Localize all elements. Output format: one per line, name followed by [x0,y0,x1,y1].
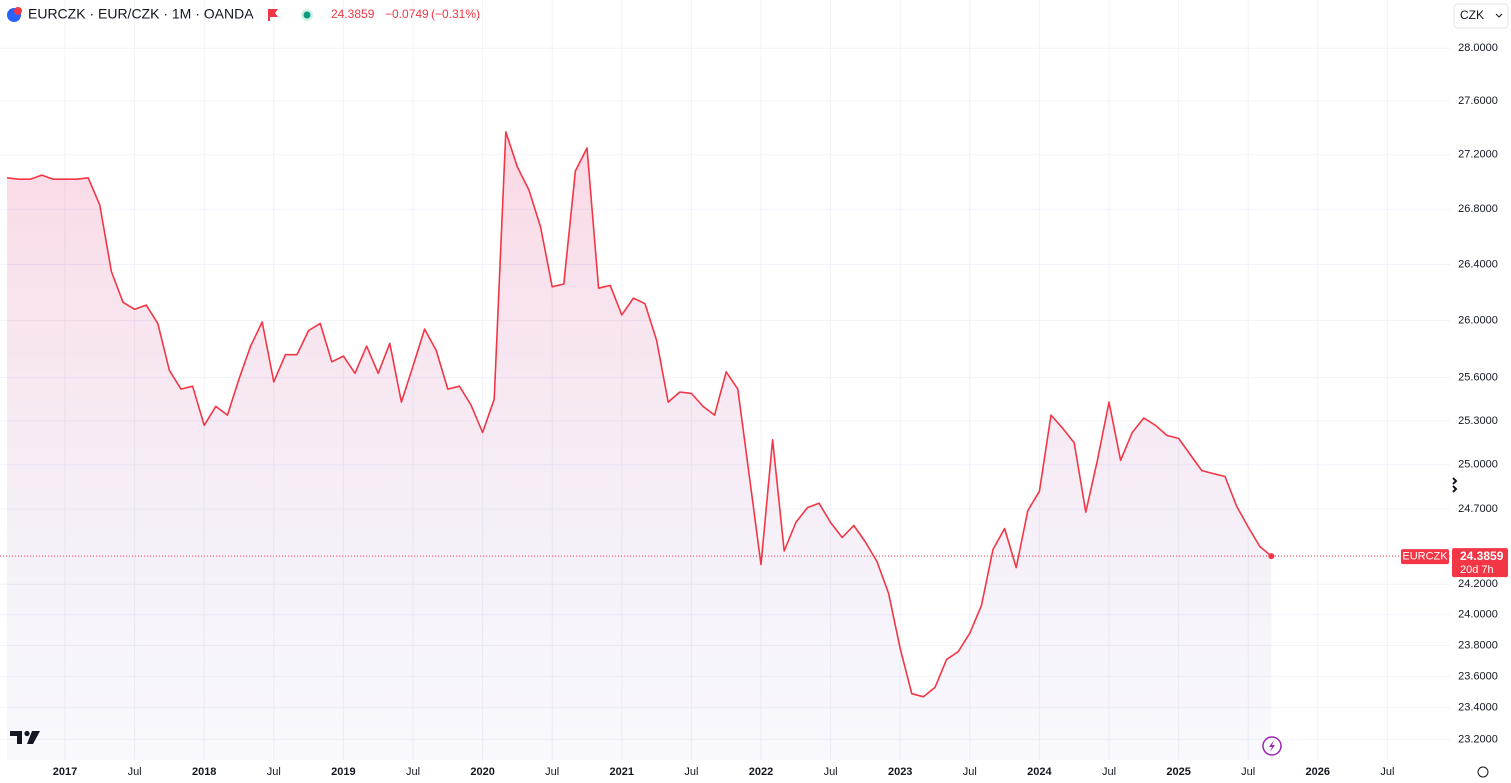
logo-part [24,730,30,737]
symbol-tag-label: EURCZK [1402,551,1448,563]
x-tick-label: Jul [267,766,281,778]
x-tick-label: Jul [963,766,977,778]
y-tick-label: 24.2000 [1458,578,1498,590]
x-tick-label: Jul [824,766,838,778]
x-tick-label: Jul [545,766,559,778]
status-dot [303,11,311,19]
lightning-icon[interactable] [1269,740,1275,752]
x-tick-label: Jul [1241,766,1255,778]
price-change-pct: (−0.31%) [431,7,480,21]
logo-part [10,731,22,744]
y-tick-label: 28.0000 [1458,42,1498,54]
x-tick-label: 2023 [888,766,912,778]
y-axis-bg [1450,0,1511,783]
x-tick-label: 2024 [1027,766,1052,778]
price-line [6,131,1272,698]
x-tick-label: Jul [1102,766,1116,778]
x-tick-label: Jul [128,766,142,778]
x-tick-label: Jul [684,766,698,778]
last-price: 24.3859 [331,7,375,21]
y-tick-label: 26.4000 [1458,258,1498,270]
plot [0,131,1450,760]
y-tick-label: 24.7000 [1458,503,1498,515]
symbol-icon [14,7,22,15]
price-change: −0.0749 [385,7,429,21]
chevron[interactable] [1495,13,1503,18]
flag-icon[interactable] [268,9,278,21]
y-tick-label: 24.0000 [1458,609,1498,621]
last-point [1268,553,1275,560]
x-tick-label: Jul [406,766,420,778]
currency-box[interactable] [1453,3,1509,29]
x-tick-label: 2018 [192,766,216,778]
y-tick-label: 23.2000 [1458,733,1498,745]
currency-label[interactable]: CZK [1460,8,1484,22]
x-tick-label: 2017 [53,766,77,778]
y-tick-label: 23.8000 [1458,639,1498,651]
price-tag [1452,548,1508,578]
y-tick-label: 23.4000 [1458,702,1498,714]
y-tick-label: 26.0000 [1458,315,1498,327]
x-axis-bg [0,760,1511,783]
symbol-title: EURCZK · EUR/CZK · 1M · OANDA [28,6,254,22]
currency-select[interactable]: CZK [1453,3,1509,29]
price-tag-countdown: 20d 7h [1460,564,1494,576]
x-tick-label: 2026 [1306,766,1330,778]
x-tick-label: 2022 [749,766,773,778]
header: EURCZK · EUR/CZK · 1M · OANDA 24.3859 −0… [7,6,480,22]
y-tick-label: 27.6000 [1458,95,1498,107]
x-tick-label: Jul [1380,766,1394,778]
price-tag-value: 24.3859 [1460,549,1504,563]
lightning-button[interactable] [1262,736,1282,756]
y-tick-label: 25.6000 [1458,371,1498,383]
x-tick-label: 2025 [1166,766,1190,778]
lightning-circle[interactable] [1262,736,1282,756]
settings-icon[interactable] [1477,766,1489,778]
scroll-arrow[interactable] [1452,477,1458,493]
y-tick-label: 25.3000 [1458,415,1498,427]
y-tick-label: 23.6000 [1458,670,1498,682]
symbol-tag [1401,549,1449,565]
logo-part [27,731,40,744]
y-tick-label: 25.0000 [1458,459,1498,471]
y-tick-label: 26.8000 [1458,203,1498,215]
area-fill [7,131,1272,760]
y-tick-label: 27.2000 [1458,149,1498,161]
x-tick-label: 2021 [610,766,634,778]
tv-logo [10,730,40,744]
x-tick-label: 2020 [470,766,494,778]
x-tick-label: 2019 [331,766,355,778]
